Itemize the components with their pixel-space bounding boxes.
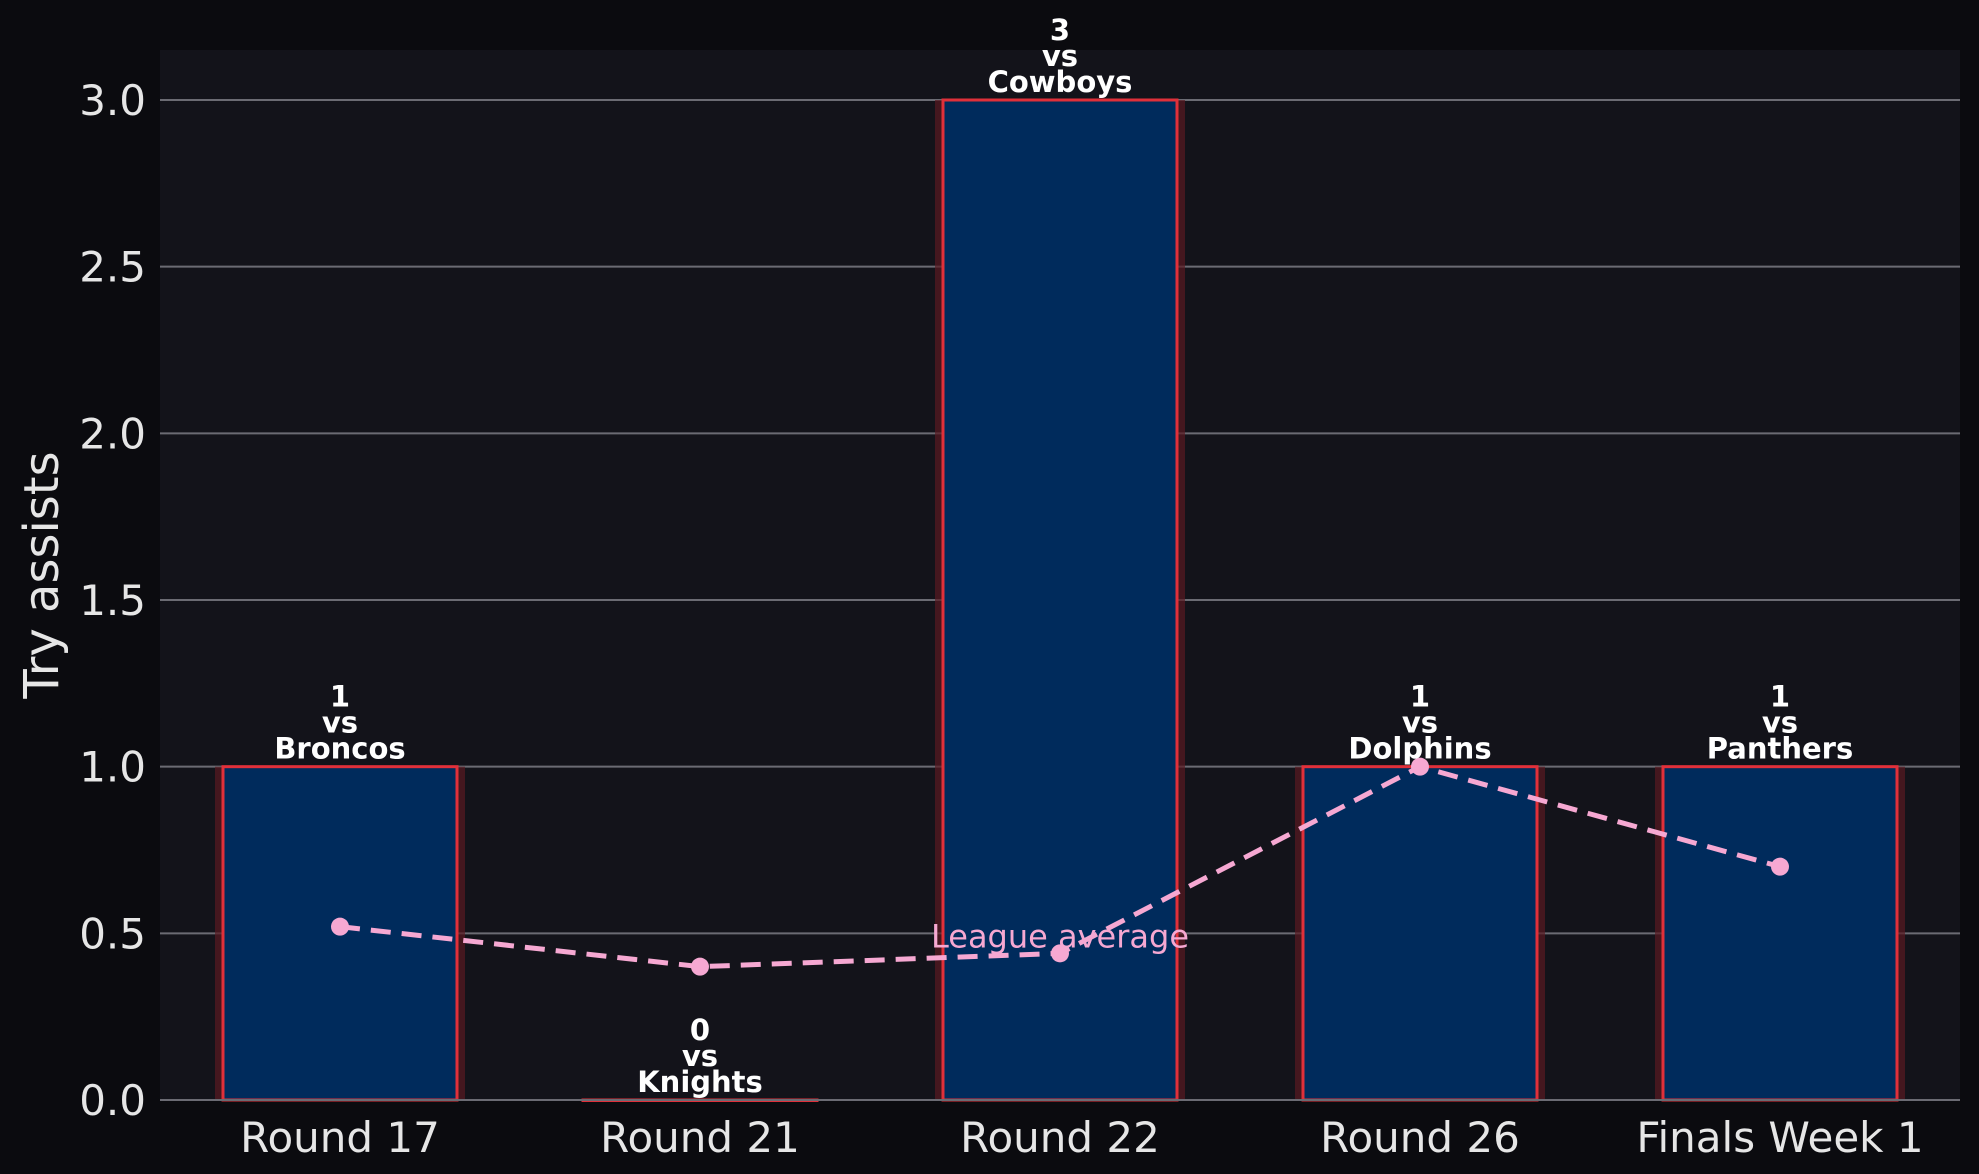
y-tick-label: 2.0 (79, 409, 146, 458)
bar-opponent-label: Broncos (274, 732, 405, 766)
bar-opponent-label: Dolphins (1348, 732, 1491, 766)
league-average-point (331, 917, 349, 936)
league-average-line (331, 757, 1789, 976)
x-tick-label: Finals Week 1 (1636, 1113, 1923, 1162)
bar-value-label: 0 (690, 1013, 710, 1047)
bar (1301, 765, 1539, 1102)
league-average-point (1051, 944, 1069, 963)
bar-value-label: 1 (330, 680, 350, 714)
y-tick-label: 1.5 (79, 576, 146, 625)
league-average-point (1411, 757, 1429, 776)
y-tick-label: 1.0 (79, 743, 146, 792)
bar-vs-label: vs (1042, 39, 1078, 73)
bar-opponent-label: Knights (637, 1065, 763, 1099)
bar-vs-label: vs (322, 706, 358, 740)
bar-value-label: 1 (1410, 680, 1430, 714)
x-tick-label: Round 26 (1320, 1113, 1520, 1162)
bar-vs-label: vs (682, 1039, 718, 1073)
bars (215, 98, 1905, 1102)
league-average-point (1771, 857, 1789, 876)
league-average-label: League average (931, 917, 1189, 955)
bar-labels: 1vsBroncos0vsKnights3vsCowboys1vsDolphin… (274, 13, 1853, 1099)
league-average-point (691, 957, 709, 976)
y-axis-title: Try assists (14, 451, 70, 699)
y-tick-label: 2.5 (79, 243, 146, 292)
y-tick-label: 3.0 (79, 76, 146, 125)
bar-opponent-label: Panthers (1707, 732, 1853, 766)
bar-value-label: 1 (1770, 680, 1790, 714)
bar-value-label: 3 (1050, 13, 1070, 47)
y-tick-label: 0.5 (79, 909, 146, 958)
x-tick-label: Round 22 (960, 1113, 1160, 1162)
x-tick-label: Round 21 (600, 1113, 800, 1162)
x-tick-label: Round 17 (240, 1113, 440, 1162)
bar-vs-label: vs (1762, 706, 1798, 740)
bar (1661, 765, 1899, 1102)
y-tick-label: 0.0 (79, 1076, 146, 1125)
axes: 0.0 0.5 1.0 1.5 2.0 2.5 3.0 Round 17 Round 21 Rou… (79, 76, 1960, 1162)
bar-opponent-label: Cowboys (988, 65, 1133, 99)
bar-vs-label: vs (1402, 706, 1438, 740)
